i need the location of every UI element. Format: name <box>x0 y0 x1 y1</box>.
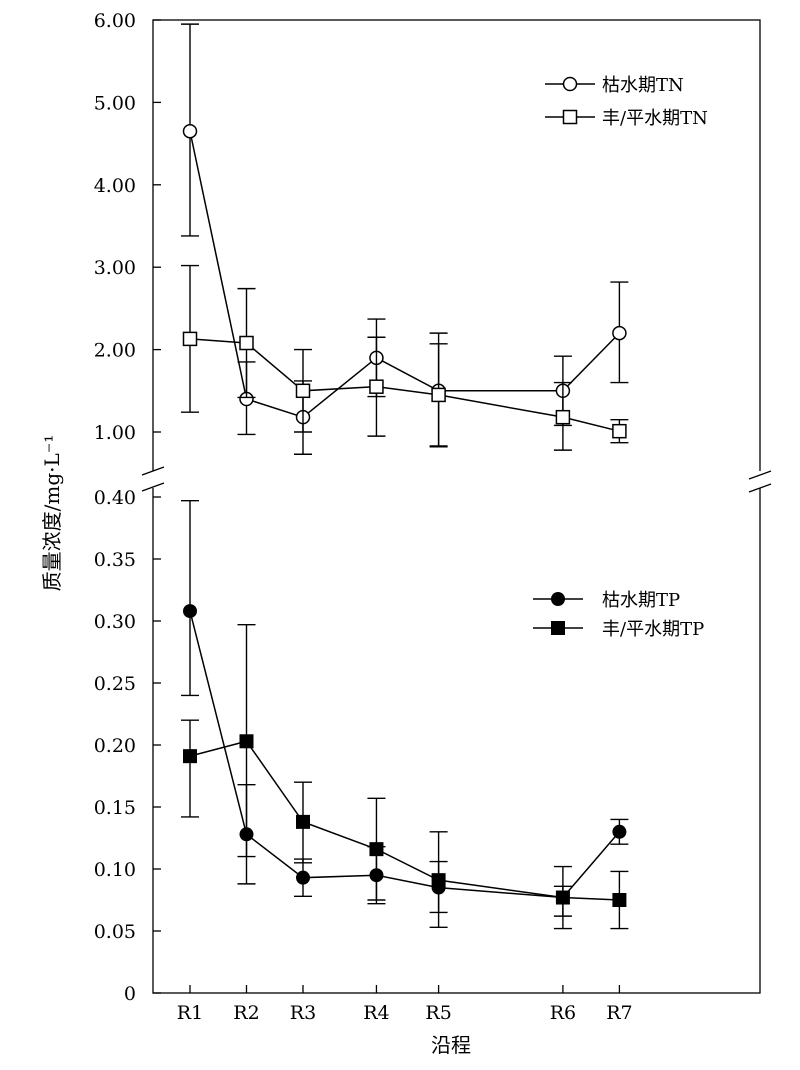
tp-wet-point-2 <box>296 814 310 829</box>
legend-marker-tn-wet <box>562 109 578 125</box>
tn-wet-point-3 <box>369 379 384 394</box>
upper-y-tick-label-4: 2.00 <box>94 340 136 362</box>
tn-dry-point-6 <box>612 325 627 341</box>
axis-break-mark-left <box>141 466 165 492</box>
lower-y-tick-label-6: 0.10 <box>94 859 136 881</box>
legend-label-tp-dry: 枯水期TP <box>602 590 680 611</box>
x-tick-label-r7: R7 <box>606 1002 632 1024</box>
y-axis-title: 质量浓度/mg·L⁻¹ <box>40 435 64 592</box>
tn-wet-series <box>181 264 629 451</box>
upper-y-tick-label-2: 4.00 <box>94 175 136 197</box>
x-tick-label-r2: R2 <box>233 1002 259 1024</box>
tp-dry-point-4 <box>431 880 446 895</box>
tp-dry-point-6 <box>612 824 627 839</box>
x-tick-label-r4: R4 <box>363 1002 389 1024</box>
lower-y-tick-label-2: 0.30 <box>94 611 136 633</box>
lower-y-tick-label-1: 0.35 <box>94 549 136 571</box>
x-tick-label-r6: R6 <box>550 1002 576 1024</box>
tn-wet-point-4 <box>431 387 446 403</box>
tn-dry-line <box>189 131 620 419</box>
tp-wet-line <box>189 740 620 901</box>
tp-dry-point-0 <box>183 604 197 619</box>
legend-label-tn-dry: 枯水期TN <box>602 75 684 96</box>
lower-y-tick-label-8: 0 <box>124 983 136 1005</box>
tn-wet-point-0 <box>182 331 198 347</box>
tp-wet-series <box>181 624 629 930</box>
upper-y-tick-label-0: 6.00 <box>94 10 136 32</box>
x-axis: R1 R2 R3 R4 R5 R6 R7 <box>177 985 633 1024</box>
x-axis-title: 沿程 <box>431 1033 471 1057</box>
tp-dry-series <box>181 500 629 917</box>
legend-lower: 枯水期TP 丰/平水期TP <box>533 590 704 640</box>
tn-wet-line <box>189 338 620 432</box>
series-layer <box>181 23 629 930</box>
upper-y-tick-label-3: 3.00 <box>94 257 136 279</box>
lower-y-tick-label-4: 0.20 <box>94 735 136 757</box>
x-tick-label-r3: R3 <box>290 1002 316 1024</box>
tp-wet-point-6 <box>612 893 627 907</box>
axis-break-cover-right <box>755 471 765 488</box>
tn-wet-point-2 <box>295 383 311 399</box>
upper-y-tick-label-1: 5.00 <box>94 92 136 114</box>
lower-y-tick-label-5: 0.15 <box>94 797 136 819</box>
tp-dry-point-5 <box>555 890 570 905</box>
upper-y-tick-label-5: 1.00 <box>94 422 136 444</box>
legend-label-tn-wet: 丰/平水期TN <box>602 108 708 129</box>
lower-y-tick-label-3: 0.25 <box>94 673 136 695</box>
tp-dry-line <box>189 610 620 899</box>
legend-marker-tp-wet <box>551 621 565 635</box>
lower-y-axis: 0.40 0.35 0.30 0.25 0.20 0.15 0.10 0.05 0 <box>94 487 161 1005</box>
tn-wet-point-5 <box>555 409 571 425</box>
x-tick-label-r5: R5 <box>425 1002 451 1024</box>
lower-y-tick-label-7: 0.05 <box>94 921 136 943</box>
tn-wet-point-6 <box>612 423 627 439</box>
axis-break-cover-left <box>148 471 158 488</box>
upper-y-axis: 6.00 5.00 4.00 3.00 2.00 1.00 <box>94 10 161 444</box>
tp-wet-point-0 <box>183 749 197 764</box>
tn-wet-point-1 <box>239 335 254 351</box>
tn-dry-point-0 <box>182 123 198 139</box>
legend-marker-tp-dry <box>551 592 565 606</box>
legend-upper: 枯水期TN 丰/平水期TN <box>545 75 708 129</box>
tp-dry-point-2 <box>296 870 310 885</box>
lower-y-tick-label-0: 0.40 <box>94 487 136 509</box>
axis-break-mark-right <box>748 470 772 493</box>
x-tick-label-r1: R1 <box>177 1002 203 1024</box>
tp-dry-point-1 <box>239 827 254 842</box>
legend-label-tp-wet: 丰/平水期TP <box>602 619 704 640</box>
legend-marker-tn-dry <box>562 76 578 92</box>
tp-wet-point-1 <box>239 734 254 749</box>
tp-dry-point-3 <box>369 868 384 883</box>
plot-frame <box>152 19 761 994</box>
